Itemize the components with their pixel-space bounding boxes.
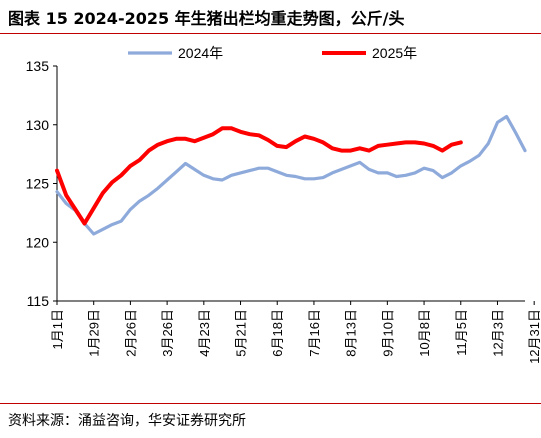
series-line-2024年 <box>55 114 527 236</box>
source-note: 资料来源：涌益咨询，华安证券研究所 <box>8 413 246 429</box>
x-axis-tick-labels: 1月1日 1月29日 2月26日 3月26日 4月23日 5月21日 6月18日 7月16日 8… <box>50 301 541 364</box>
x-tick-label: 8月13日 <box>344 309 359 357</box>
y-tick-label: 130 <box>26 117 50 133</box>
y-tick-label: 115 <box>27 293 50 309</box>
x-tick-label: 9月10日 <box>380 309 395 357</box>
title-divider <box>0 33 541 34</box>
x-tick-label: 12月31日 <box>527 309 541 364</box>
y-tick-label: 120 <box>26 234 50 250</box>
x-tick-label: 6月18日 <box>270 309 285 357</box>
x-tick-label: 2月26日 <box>123 309 138 357</box>
y-tick-label: 135 <box>26 58 50 74</box>
legend-label-2025年: 2025年 <box>372 45 417 61</box>
x-tick-label: 3月26日 <box>160 309 175 357</box>
x-tick-label: 5月21日 <box>234 309 249 357</box>
series-lines <box>55 114 527 236</box>
x-tick-label: 1月29日 <box>87 309 102 357</box>
axes <box>56 66 525 302</box>
x-tick-label: 7月16日 <box>307 309 322 357</box>
chart-title: 图表 15 2024-2025 年生猪出栏均重走势图，公斤/头 <box>8 9 405 28</box>
series-line-2025年 <box>55 126 463 226</box>
x-tick-label: 1月1日 <box>50 309 65 349</box>
y-axis-ticks: 115 120 125 130 135 <box>26 58 57 309</box>
x-tick-label: 4月23日 <box>197 309 212 357</box>
source-divider <box>0 403 541 404</box>
x-tick-label: 10月8日 <box>417 309 432 357</box>
legend: 2024年 2025年 <box>128 45 417 61</box>
x-tick-label: 11月5日 <box>454 309 469 356</box>
line-chart: 115 120 125 130 135 1月1日 1月29日 2月26日 3月26日 4月23日… <box>26 45 541 364</box>
x-tick-label: 12月3日 <box>490 309 505 357</box>
legend-label-2024年: 2024年 <box>178 45 223 61</box>
y-tick-label: 125 <box>26 176 50 192</box>
